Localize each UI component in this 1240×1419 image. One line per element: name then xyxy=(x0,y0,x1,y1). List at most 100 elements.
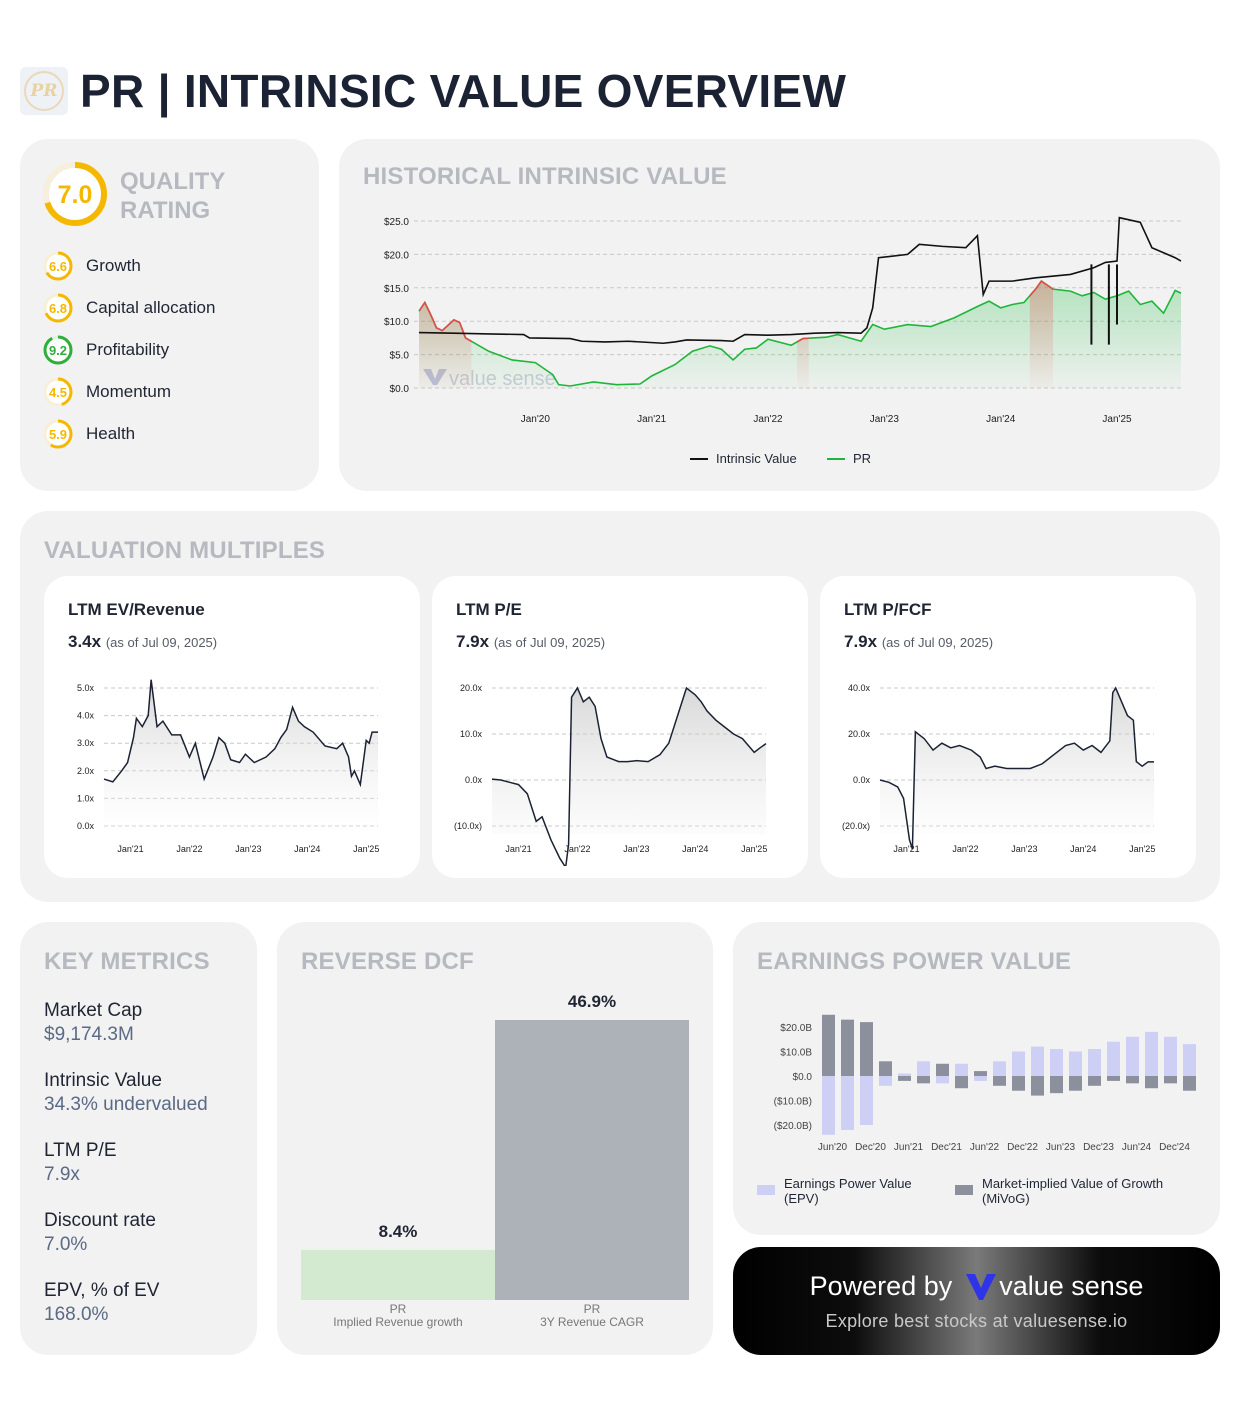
mini-card-ev-revenue: LTM EV/Revenue 3.4x (as of Jul 09, 2025)… xyxy=(44,576,420,878)
mini-line xyxy=(879,686,1154,850)
quality-item-label: Momentum xyxy=(86,382,172,401)
mini-asof: (as of Jul 09, 2025) xyxy=(493,635,606,650)
historical-title: HISTORICAL INTRINSIC VALUE xyxy=(363,163,727,190)
quality-item-gauge-arc xyxy=(43,377,73,407)
mini-chart-pfcf: (20.0x) 0.0x 20.0x 40.0x Jan'21 Jan'22 Jan'23 J… xyxy=(842,683,1155,854)
legend-swatch-mivog xyxy=(955,1185,973,1195)
metric-ltm-pe: LTM P/E 7.9x xyxy=(44,1140,117,1186)
mini-y-tick: 5.0x xyxy=(77,683,95,693)
mini-card-pfcf: LTM P/FCF 7.9x (as of Jul 09, 2025) (20.… xyxy=(820,576,1196,878)
mivog-bar xyxy=(955,1076,968,1089)
hist-y-tick: $0.0 xyxy=(390,384,410,395)
metric-value: 7.9x xyxy=(44,1164,80,1185)
metric-label: Intrinsic Value xyxy=(44,1070,162,1091)
mini-x-tick: Jan'24 xyxy=(294,844,320,854)
mini-area xyxy=(880,688,1154,834)
epv-x-tick: Jun'22 xyxy=(970,1142,1000,1152)
legend-label-pr: PR xyxy=(853,451,871,466)
epv-x-tick: Dec'21 xyxy=(931,1142,962,1152)
legend-label-mivog: Market-implied Value of Growth (MiVoG) xyxy=(982,1176,1164,1206)
mini-y-tick: 40.0x xyxy=(848,683,871,693)
historical-chart: $0.0 $5.0 $10.0 $15.0 $20.0 $25.0 Jan'20 Jan'21… xyxy=(384,216,1182,466)
valuesense-v-icon xyxy=(966,1273,997,1300)
epv-bar xyxy=(1145,1031,1158,1076)
hist-y-tick: $15.0 xyxy=(384,284,409,295)
quality-item-gauge: 6.8 xyxy=(43,293,73,323)
epv-x-tick: Dec'24 xyxy=(1159,1142,1190,1152)
mini-y-tick: 0.0x xyxy=(465,775,483,785)
quality-score-gauge: 7.0 xyxy=(42,161,108,232)
legend-item-mivog: Market-implied Value of Growth (MiVoG) xyxy=(955,1176,1202,1206)
quality-item-score: 5.9 xyxy=(49,427,67,442)
mini-x-tick: Jan'22 xyxy=(952,844,978,854)
hist-y-tick: $25.0 xyxy=(384,217,409,228)
mivog-bar xyxy=(1031,1076,1044,1096)
hist-x-tick: Jan'24 xyxy=(986,414,1016,425)
epv-bar xyxy=(974,1076,987,1081)
reverse-dcf-x-label: 3Y Revenue CAGR xyxy=(540,1315,644,1329)
epv-x-tick: Dec'23 xyxy=(1083,1142,1114,1152)
valuesense-brand: value sense xyxy=(966,1271,1143,1302)
reverse-dcf-x-sublabel: PR xyxy=(584,1302,601,1316)
mini-y-tick: 20.0x xyxy=(848,729,871,739)
epv-bar xyxy=(1126,1036,1139,1076)
epv-x-tick: Jun'21 xyxy=(894,1142,924,1152)
hist-y-tick: $5.0 xyxy=(390,351,410,362)
epv-bar xyxy=(860,1076,873,1125)
earnings-power-value-card: EARNINGS POWER VALUE ($20.0B) ($10.0B) $0.… xyxy=(733,922,1220,1235)
mivog-bar xyxy=(993,1076,1006,1086)
mini-line xyxy=(491,686,767,866)
epv-y-tick: $10.0B xyxy=(780,1048,812,1059)
reverse-dcf-bar-label: 46.9% xyxy=(568,992,616,1011)
epv-bar xyxy=(955,1063,968,1076)
mini-x-tick: Jan'21 xyxy=(117,844,143,854)
mivog-bar xyxy=(936,1063,949,1076)
mivog-bar xyxy=(1050,1076,1063,1094)
epv-bar xyxy=(1031,1046,1044,1076)
quality-item-label: Health xyxy=(86,424,136,443)
metric-intrinsic-value: Intrinsic Value 34.3% undervalued xyxy=(44,1070,208,1116)
powered-by-line: Powered by value sense xyxy=(733,1271,1220,1302)
mivog-bar xyxy=(879,1061,892,1076)
epv-x-tick: Dec'20 xyxy=(855,1142,886,1152)
mini-title: LTM P/FCF xyxy=(844,600,932,619)
reverse-dcf-bar xyxy=(495,1020,689,1300)
mini-chart-pe: (10.0x) 0.0x 10.0x 20.0x Jan'21 Jan'22 Jan'23 J… xyxy=(454,683,767,866)
epv-bar xyxy=(879,1076,892,1086)
powered-by-banner[interactable]: Powered by value sense Explore best stoc… xyxy=(733,1247,1220,1355)
mivog-bar xyxy=(1164,1076,1177,1084)
mivog-bar xyxy=(1145,1076,1158,1089)
epv-y-tick: ($10.0B) xyxy=(774,1097,812,1108)
quality-item-score: 9.2 xyxy=(49,343,67,358)
epv-x-tick: Jun'24 xyxy=(1122,1142,1152,1152)
company-logo: PR xyxy=(20,67,68,115)
mini-chart-ev-revenue: 0.0x 1.0x 2.0x 3.0x 4.0x 5.0x Jan'21 Jan'22 Jan'… xyxy=(77,679,379,854)
quality-item-gauge-arc xyxy=(43,335,73,365)
epv-bar xyxy=(898,1073,911,1076)
metric-value: 168.0% xyxy=(44,1304,109,1325)
mivog-bar xyxy=(841,1019,854,1076)
quality-item-momentum: 4.5 Momentum xyxy=(42,375,171,409)
metric-epv-percent-ev: EPV, % of EV 168.0% xyxy=(44,1280,159,1326)
quality-rating-card: 7.0 QUALITY RATING 6.6 Growth 6.8 Capital a… xyxy=(20,139,319,491)
quality-item-label: Growth xyxy=(86,256,141,275)
quality-score-arc xyxy=(43,162,107,226)
mini-x-tick: Jan'23 xyxy=(1011,844,1037,854)
mivog-bar xyxy=(898,1076,911,1081)
epv-bar xyxy=(1183,1044,1196,1076)
mivog-bar xyxy=(1107,1076,1120,1081)
quality-item-gauge-arc xyxy=(43,419,73,449)
quality-item-gauge: 9.2 xyxy=(43,335,73,365)
mivog-bar xyxy=(1183,1076,1196,1091)
metric-discount-rate: Discount rate 7.0% xyxy=(44,1210,156,1256)
mini-y-tick: 10.0x xyxy=(460,729,483,739)
quality-item-gauge: 6.6 xyxy=(43,251,73,281)
mini-value-line: 7.9x (as of Jul 09, 2025) xyxy=(844,632,993,652)
company-logo-mark: PR xyxy=(24,71,64,111)
legend-item-epv: Earnings Power Value (EPV) xyxy=(757,1176,934,1206)
mini-value: 7.9x xyxy=(844,632,878,651)
valuation-title: VALUATION MULTIPLES xyxy=(44,537,326,564)
reverse-dcf-bar-label: 8.4% xyxy=(379,1222,418,1241)
mini-y-tick: 3.0x xyxy=(77,738,95,748)
mivog-bar xyxy=(1012,1076,1025,1091)
